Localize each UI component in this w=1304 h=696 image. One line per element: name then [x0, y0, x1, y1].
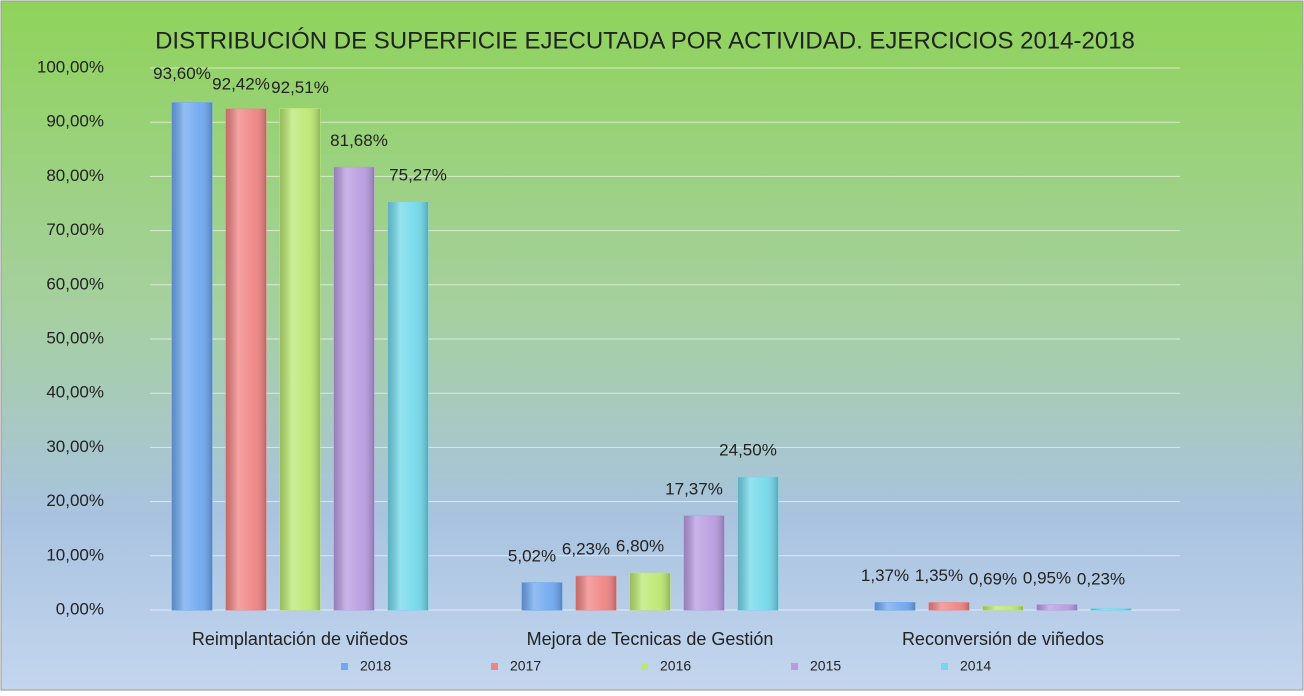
x-tick-label: Reconversión de viñedos [902, 629, 1104, 649]
data-label: 0,69% [969, 569, 1017, 588]
data-label: 6,23% [562, 540, 610, 559]
x-tick-label: Reimplantación de viñedos [192, 629, 408, 649]
data-label: 92,51% [271, 78, 329, 97]
legend-label: 2015 [810, 658, 841, 674]
x-tick-label: Mejora de Tecnicas de Gestión [527, 629, 774, 649]
legend-label: 2017 [510, 658, 541, 674]
legend-label: 2018 [360, 658, 391, 674]
legend-label: 2016 [660, 658, 691, 674]
legend-swatch [941, 663, 948, 670]
legend-swatch [491, 663, 498, 670]
data-label: 6,80% [616, 537, 664, 556]
data-label: 1,35% [915, 566, 963, 585]
bar-shade [684, 515, 724, 610]
y-tick-label: 10,00% [46, 545, 104, 564]
y-tick-label: 60,00% [46, 274, 104, 293]
bar-shade [738, 477, 778, 610]
bar-shade [576, 576, 616, 610]
bar-shade [983, 606, 1023, 610]
bar-shade [226, 109, 266, 610]
data-label: 81,68% [330, 131, 388, 150]
bar-shade [875, 602, 915, 610]
legend-swatch [341, 663, 348, 670]
y-tick-label: 50,00% [46, 328, 104, 347]
legend-swatch [791, 663, 798, 670]
data-label: 93,60% [153, 64, 211, 83]
y-tick-label: 30,00% [46, 437, 104, 456]
bar-shade [388, 202, 428, 610]
data-label: 75,27% [389, 166, 447, 185]
y-tick-label: 70,00% [46, 220, 104, 239]
y-tick-label: 0,00% [56, 599, 104, 618]
bar-shade [334, 167, 374, 610]
data-label: 92,42% [212, 75, 270, 94]
data-label: 5,02% [508, 546, 556, 565]
y-tick-label: 90,00% [46, 112, 104, 131]
y-tick-label: 40,00% [46, 383, 104, 402]
bar-shade [1091, 608, 1131, 610]
chart-title: DISTRIBUCIÓN DE SUPERFICIE EJECUTADA POR… [155, 27, 1135, 54]
y-tick-label: 100,00% [37, 57, 104, 76]
bar-shade [172, 102, 212, 611]
bar-shade [1037, 604, 1077, 610]
bar-shade [630, 573, 670, 610]
data-label: 0,95% [1023, 568, 1071, 587]
data-label: 17,37% [665, 479, 723, 498]
bar-shade [280, 108, 320, 611]
y-tick-label: 80,00% [46, 166, 104, 185]
data-label: 0,23% [1077, 569, 1125, 588]
y-tick-label: 20,00% [46, 491, 104, 510]
bar-shade [929, 602, 969, 610]
legend-label: 2014 [960, 658, 991, 674]
data-label: 24,50% [719, 441, 777, 460]
data-label: 1,37% [861, 566, 909, 585]
legend-swatch [641, 663, 648, 670]
bar-shade [522, 582, 562, 610]
